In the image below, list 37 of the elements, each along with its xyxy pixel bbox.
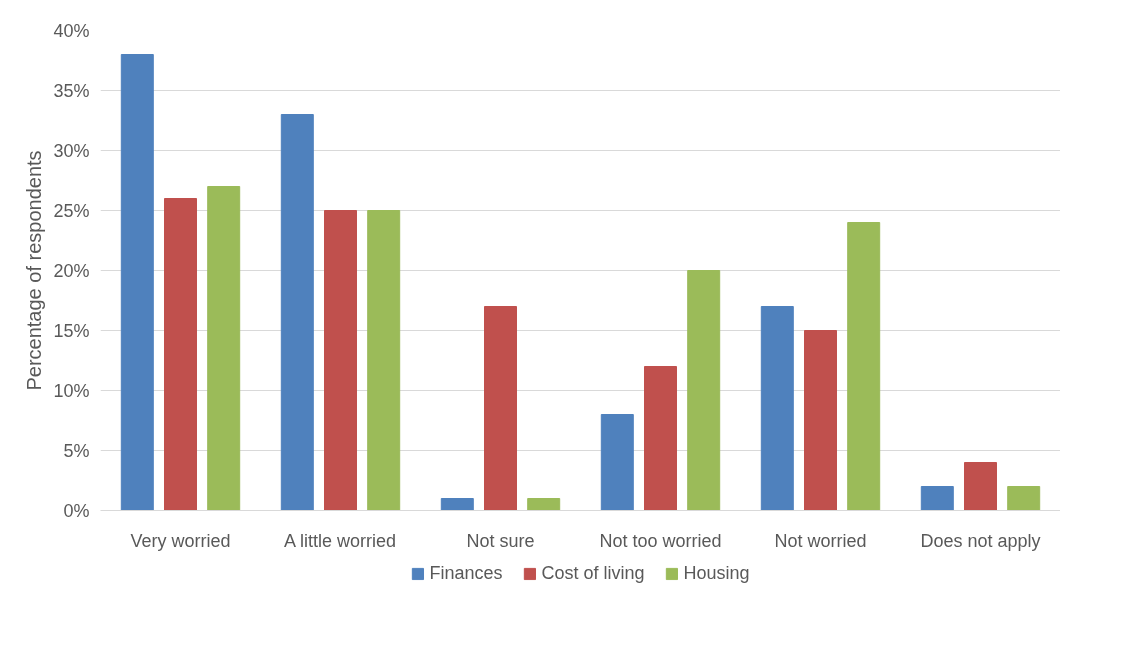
bar bbox=[600, 414, 634, 511]
y-tick-label: 5% bbox=[63, 440, 90, 461]
y-tick-label: 15% bbox=[53, 320, 90, 341]
bar bbox=[687, 270, 721, 511]
bar bbox=[964, 462, 997, 511]
bar bbox=[120, 54, 154, 511]
bar bbox=[1007, 486, 1041, 511]
bar bbox=[484, 306, 517, 511]
y-tick-label: 20% bbox=[53, 260, 90, 281]
y-tick-label: 25% bbox=[53, 200, 90, 221]
x-tick-label: Not too worried bbox=[599, 530, 722, 551]
x-tick-label: Very worried bbox=[130, 530, 231, 551]
bar bbox=[920, 486, 954, 511]
y-tick-label: 40% bbox=[53, 20, 90, 41]
x-tick-label: Not worried bbox=[774, 530, 867, 551]
y-tick-label: 10% bbox=[53, 380, 90, 401]
x-tick-label: Does not apply bbox=[920, 530, 1041, 551]
bar bbox=[207, 186, 241, 511]
y-tick-label: 35% bbox=[53, 80, 90, 101]
bar bbox=[847, 222, 881, 511]
bar bbox=[440, 498, 474, 511]
bar bbox=[760, 306, 794, 511]
bar bbox=[164, 198, 197, 511]
legend-label: Cost of living bbox=[541, 562, 645, 584]
x-tick-label: Not sure bbox=[466, 530, 535, 551]
bar bbox=[644, 366, 677, 511]
bar bbox=[804, 330, 837, 511]
bar bbox=[280, 114, 314, 511]
y-tick-label: 0% bbox=[63, 500, 90, 521]
bar bbox=[324, 210, 357, 511]
legend-label: Housing bbox=[683, 562, 750, 584]
y-tick-label: 30% bbox=[53, 140, 90, 161]
legend-label: Finances bbox=[429, 562, 503, 584]
y-axis-title: Percentage of respondents bbox=[23, 150, 46, 391]
bar bbox=[367, 210, 401, 511]
x-tick-label: A little worried bbox=[283, 530, 397, 551]
bar bbox=[527, 498, 561, 511]
